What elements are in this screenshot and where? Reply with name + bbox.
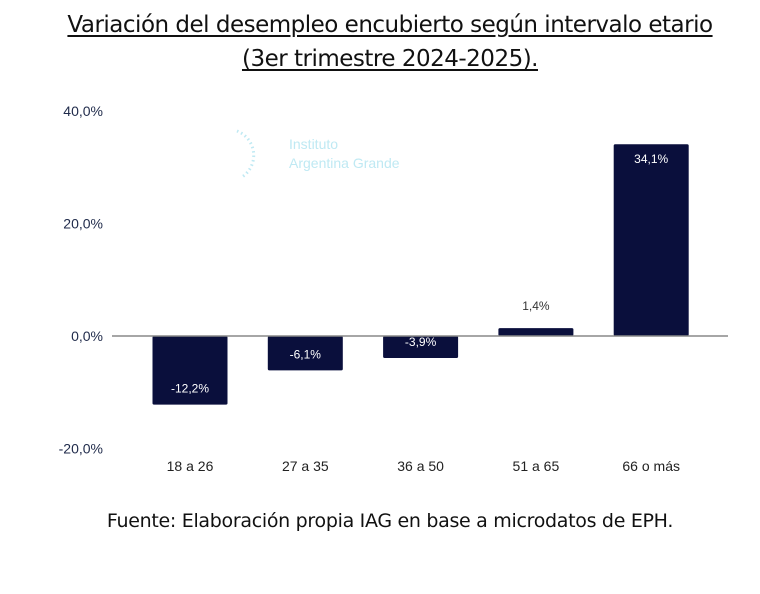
watermark-line2: Argentina Grande — [289, 155, 400, 171]
chart-title-line2: (3er trimestre 2024-2025). — [241, 46, 539, 72]
source-note: Fuente: Elaboración propia IAG en base a… — [106, 510, 674, 532]
watermark-dots-icon — [236, 129, 256, 179]
bar — [152, 336, 228, 405]
y-tick-label: 40,0% — [63, 103, 103, 119]
bar — [613, 144, 689, 336]
data-label: -6,1% — [290, 347, 322, 361]
x-tick-label: 36 a 50 — [397, 458, 444, 474]
chart-title-line1: Variación del desempleo encubierto según… — [67, 12, 713, 38]
x-tick-label: 18 a 26 — [167, 458, 214, 474]
data-label: 34,1% — [634, 152, 668, 166]
data-label: -3,9% — [405, 335, 437, 349]
y-tick-label: -20,0% — [59, 441, 103, 457]
bar — [267, 336, 343, 371]
x-tick-label: 51 a 65 — [513, 458, 560, 474]
x-tick-label: 66 o más — [622, 458, 680, 474]
bar — [498, 328, 574, 336]
data-label: -12,2% — [171, 382, 209, 396]
watermark-line1: Instituto — [289, 136, 339, 152]
y-tick-label: 0,0% — [71, 328, 103, 344]
bar — [383, 336, 459, 358]
y-tick-label: 20,0% — [63, 216, 103, 232]
bar-chart: 40,0% 20,0% 0,0% -20,0% -12,2% 18 a 26 -6,1% 27… — [59, 103, 728, 474]
data-label: 1,4% — [522, 299, 550, 313]
watermark-logo: Instituto Argentina Grande — [232, 125, 432, 185]
x-tick-label: 27 a 35 — [282, 458, 329, 474]
